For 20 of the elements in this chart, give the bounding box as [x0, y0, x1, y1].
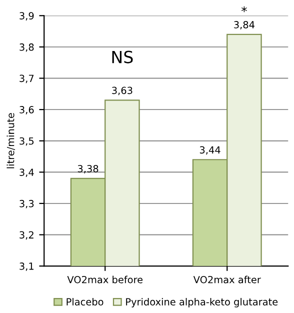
y-tick-label: 3,2	[20, 231, 34, 240]
data-label: 3,44	[200, 146, 220, 155]
y-tick-label: 3,5	[20, 137, 34, 146]
x-tick-label: VO2max before	[67, 276, 143, 284]
data-label: 3,84	[234, 21, 254, 30]
y-tick-label: 3,9	[20, 12, 34, 20]
data-label: 3,38	[78, 165, 98, 174]
y-tick-label: 3,8	[20, 43, 34, 52]
y-tick-label: 3,4	[20, 168, 34, 177]
y-tick-label: 3,1	[20, 262, 34, 271]
text: *	[241, 6, 247, 12]
y-tick-label: 3,7	[20, 74, 34, 84]
y-tick-label: 3,3	[20, 200, 34, 208]
legend-label: Pyridoxine alpha-keto glutarate	[126, 298, 278, 308]
legend-label: Placebo	[66, 298, 104, 306]
y-tick-label: 3,6	[20, 106, 34, 114]
y-axis-title: litre/minute	[6, 113, 16, 168]
x-tick-label: VO2max after	[193, 276, 261, 284]
data-label: 3,63	[112, 86, 132, 96]
annotation: NS	[112, 50, 133, 64]
